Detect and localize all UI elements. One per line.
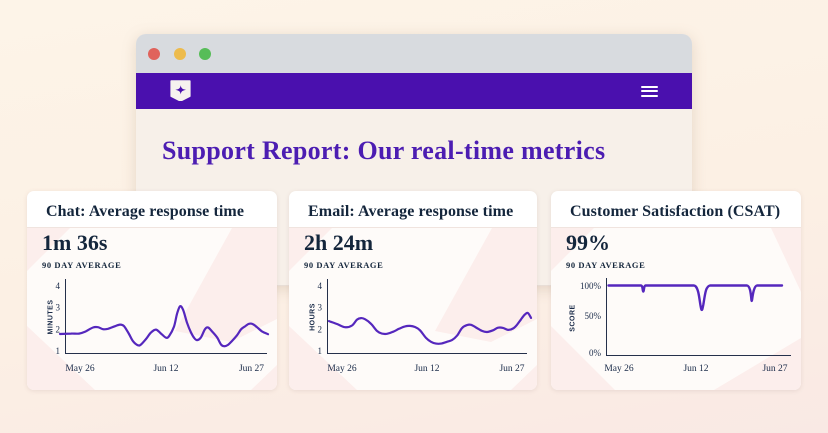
svg-text:Jun 12: Jun 12 <box>414 364 439 374</box>
svg-text:Jun 27: Jun 27 <box>762 364 787 374</box>
svg-text:1: 1 <box>318 346 323 356</box>
svg-text:May 26: May 26 <box>604 364 634 374</box>
svg-text:100%: 100% <box>580 281 602 291</box>
svg-text:SCORE: SCORE <box>570 304 577 331</box>
svg-text:Jun 27: Jun 27 <box>239 364 264 374</box>
svg-text:MINUTES: MINUTES <box>47 300 54 335</box>
svg-text:3: 3 <box>56 303 61 313</box>
svg-text:4: 4 <box>56 281 61 291</box>
svg-text:4: 4 <box>318 281 323 291</box>
svg-text:Jun 27: Jun 27 <box>499 364 524 374</box>
svg-text:0%: 0% <box>589 348 602 358</box>
svg-text:2: 2 <box>318 324 323 334</box>
svg-text:2: 2 <box>56 324 61 334</box>
svg-text:May 26: May 26 <box>327 364 357 374</box>
svg-text:3: 3 <box>318 303 323 313</box>
svg-text:1: 1 <box>56 346 61 356</box>
svg-text:HOURS: HOURS <box>309 303 316 331</box>
svg-text:50%: 50% <box>585 311 602 321</box>
svg-text:May 26: May 26 <box>65 364 95 374</box>
svg-text:Jun 12: Jun 12 <box>683 364 708 374</box>
svg-text:Jun 12: Jun 12 <box>153 364 178 374</box>
